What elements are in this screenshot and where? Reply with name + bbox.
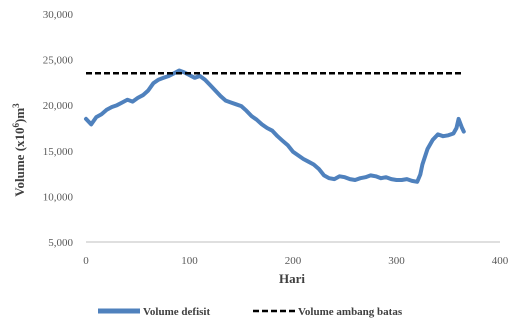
- x-axis-ticks: 0 100 200 300 400: [83, 255, 509, 267]
- x-tick-label: 100: [181, 255, 198, 267]
- y-axis-title-suffix: )m: [12, 108, 27, 123]
- legend-item-volume-ambang-batas: Volume ambang batas: [253, 306, 403, 318]
- legend-label-volume-defisit: Volume defisit: [143, 306, 210, 318]
- legend-item-volume-defisit: Volume defisit: [98, 306, 210, 318]
- x-tick-label: 400: [492, 255, 509, 267]
- series-line-volume-defisit: [84, 68, 466, 184]
- y-tick-label: 25,000: [43, 55, 74, 67]
- plot-area: 0 100 200 300 400 5,000 10,000 15,000 20,000 25,…: [43, 9, 509, 267]
- y-tick-label: 10,000: [43, 191, 74, 203]
- legend-label-volume-ambang-batas: Volume ambang batas: [298, 306, 403, 318]
- y-axis-ticks: 5,000 10,000 15,000 20,000 25,000 30,000: [43, 9, 74, 249]
- legend: Volume defisit Volume ambang batas: [98, 306, 403, 318]
- x-tick-label: 300: [388, 255, 405, 267]
- y-axis-title-main: Volume (x10: [12, 127, 27, 196]
- y-tick-label: 15,000: [43, 146, 74, 158]
- x-tick-label: 200: [285, 255, 302, 267]
- x-tick-label: 0: [83, 255, 89, 267]
- y-axis-title-sup: 6: [11, 122, 21, 127]
- y-axis-title-sup2: 3: [11, 103, 21, 108]
- y-axis-title: Volume (x106)m3: [11, 103, 27, 197]
- y-tick-label: 20,000: [43, 100, 74, 112]
- x-axis-title: Hari: [279, 271, 305, 286]
- y-tick-label: 5,000: [48, 237, 73, 249]
- y-tick-label: 30,000: [43, 9, 74, 21]
- series-layer: [84, 68, 466, 184]
